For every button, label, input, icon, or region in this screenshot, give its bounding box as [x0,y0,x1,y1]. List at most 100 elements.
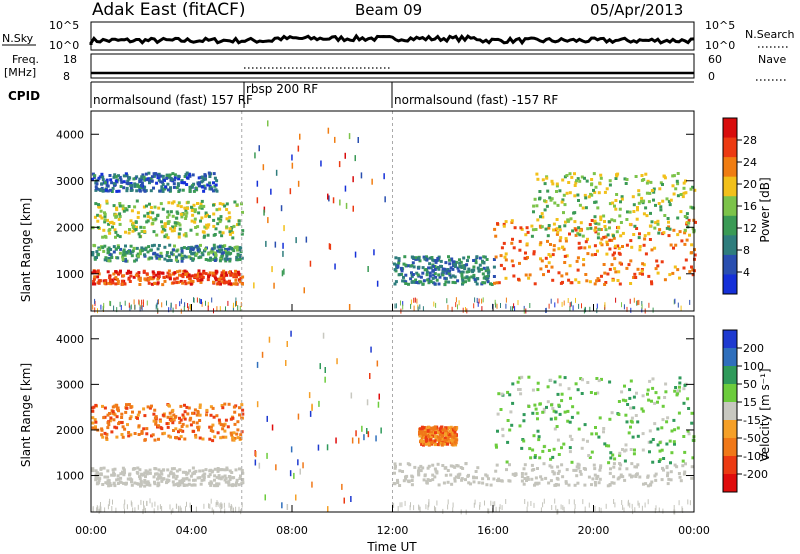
scatter-cell [173,221,177,225]
scatter-cell [221,475,225,479]
nsky-panel: N.Sky 10^5 10^0 10^5 10^0 N.Search [2,19,795,52]
scatter-cell [636,420,640,424]
scatter-cell [428,433,432,437]
scatter-cell [235,432,239,436]
scatter-cell [97,473,101,477]
scatter-cell [113,425,117,429]
scatter-cell [222,281,226,285]
scatter-cell [167,269,171,273]
scatter-cell [644,502,646,508]
scatter-cell [610,481,614,485]
scatter-cell [419,275,423,279]
scatter-cell [672,228,676,232]
scatter-cell [112,250,116,254]
scatter-cell [256,401,259,408]
scatter-cell [156,247,160,251]
scatter-cell [214,253,218,257]
scatter-cell [215,475,219,479]
scatter-cell [564,237,568,241]
scatter-cell [489,282,492,286]
scatter-cell [167,478,171,482]
scatter-cell [658,449,662,453]
scatter-cell [224,508,226,514]
scatter-cell [518,424,522,428]
scatter-cell [195,244,199,248]
scatter-cell [167,434,171,438]
scatter-cell [128,417,132,421]
scatter-cell [549,457,553,461]
scatter-cell [236,253,240,257]
scatter-cell [108,412,111,415]
scatter-cell [228,478,232,481]
scatter-cell [225,280,229,284]
scatter-cell [538,243,542,247]
scatter-cell [631,435,635,439]
scatter-cell [92,280,96,283]
scatter-cell [305,236,308,243]
scatter-cell [552,409,556,413]
scatter-cell [682,191,686,195]
scatter-cell [647,499,649,505]
scatter-cell [148,202,151,206]
scatter-cell [650,480,654,484]
scatter-cell [673,463,677,467]
scatter-cell [529,303,531,308]
scatter-cell [677,411,681,415]
scatter-cell [159,202,163,206]
scatter-cell [118,202,122,205]
scatter-cell [232,431,236,435]
scatter-cell [94,307,96,313]
scatter-cell [122,180,126,184]
scatter-cell [114,270,118,274]
scatter-cell [556,392,560,396]
scatter-cell [203,503,205,509]
scatter-cell [446,431,449,435]
scatter-cell [641,394,645,398]
scatter-cell [217,501,219,507]
scatter-cell [199,205,203,208]
x-axis-label: Time UT [366,540,417,554]
scatter-cell [549,254,552,258]
scatter-cell [500,246,504,250]
scatter-cell [453,426,457,430]
scatter-cell [112,471,116,475]
scatter-cell [669,470,673,474]
scatter-cell [188,275,192,279]
scatter-cell [154,472,157,476]
scatter-cell [239,306,241,311]
scatter-cell [170,302,172,308]
scatter-cell [454,265,457,268]
scatter-cell [682,508,684,513]
scatter-cell [431,463,435,467]
scatter-cell [658,187,662,191]
scatter-cell [122,209,126,213]
scatter-cell [137,274,141,278]
scatter-cell [418,504,420,510]
scatter-cell [129,219,133,223]
scatter-cell [587,475,591,479]
scatter-cell [144,507,146,513]
scatter-cell [111,186,115,190]
scatter-cell [522,419,526,423]
scatter-cell [500,303,501,308]
colorbar-tick-label: 20 [743,178,757,191]
scatter-cell [191,213,195,217]
scatter-cell [499,408,503,411]
scatter-cell [295,494,297,501]
scatter-cell [451,306,453,312]
scatter-cell [225,217,229,221]
scatter-cell [539,267,543,271]
scatter-cell [286,341,288,347]
scatter-cell [106,184,110,188]
scatter-cell [258,462,261,469]
scatter-cell [545,176,549,180]
scatter-cell [691,227,695,231]
scatter-cell [210,481,214,485]
scatter-cell [552,447,556,451]
scatter-cell [253,282,255,289]
station-title: Adak East (fitACF) [92,0,246,20]
scatter-cell [186,200,190,204]
scatter-cell [126,423,129,427]
scatter-cell [166,415,170,419]
